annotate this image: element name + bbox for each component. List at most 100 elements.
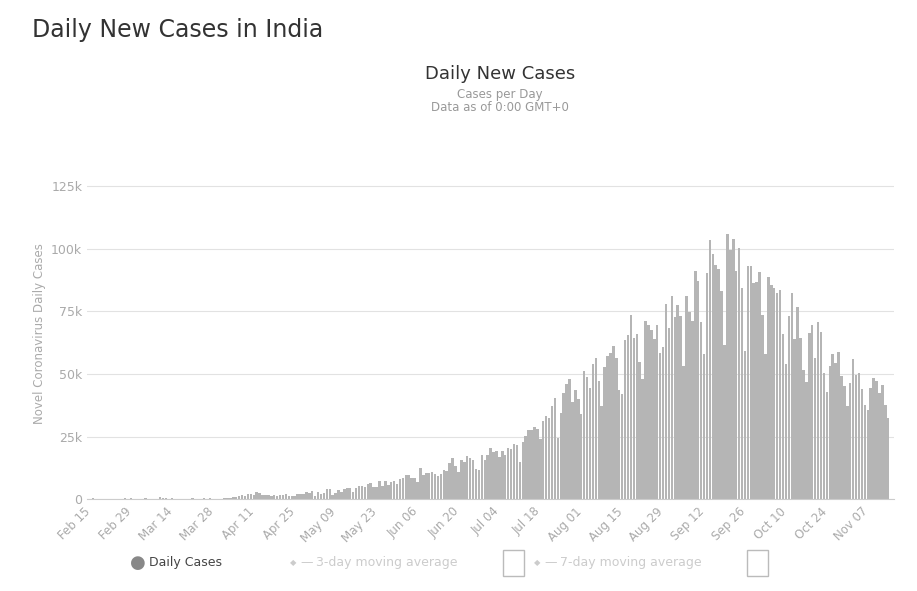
- Bar: [682, 366, 685, 499]
- Bar: [317, 492, 319, 499]
- Bar: [691, 321, 693, 499]
- Bar: [527, 430, 530, 499]
- Bar: [802, 370, 805, 499]
- Text: ◆: ◆: [534, 558, 541, 567]
- Bar: [273, 495, 275, 499]
- Bar: [876, 381, 878, 499]
- Bar: [852, 359, 855, 499]
- Bar: [291, 496, 293, 499]
- Bar: [261, 495, 264, 499]
- Bar: [613, 346, 614, 499]
- Bar: [515, 445, 518, 499]
- Text: 3-day moving average: 3-day moving average: [316, 556, 458, 569]
- Bar: [633, 337, 635, 499]
- Bar: [367, 483, 369, 499]
- Bar: [756, 282, 757, 499]
- Bar: [454, 466, 457, 499]
- Bar: [352, 492, 354, 499]
- Bar: [337, 490, 340, 499]
- Bar: [800, 337, 801, 499]
- Bar: [781, 334, 784, 499]
- Bar: [823, 373, 825, 499]
- Bar: [519, 462, 521, 499]
- Bar: [244, 496, 247, 499]
- Bar: [805, 382, 808, 499]
- Bar: [562, 393, 565, 499]
- Bar: [328, 489, 331, 499]
- Bar: [299, 493, 302, 499]
- Bar: [124, 498, 127, 499]
- Bar: [697, 281, 700, 499]
- Bar: [303, 494, 304, 499]
- Bar: [574, 390, 577, 499]
- Bar: [594, 358, 597, 499]
- Bar: [443, 470, 445, 499]
- Bar: [451, 459, 454, 499]
- Bar: [647, 324, 650, 499]
- Bar: [872, 378, 875, 499]
- Bar: [670, 296, 673, 499]
- Bar: [360, 486, 363, 499]
- Bar: [144, 498, 147, 499]
- Bar: [583, 371, 585, 499]
- Bar: [305, 492, 307, 499]
- Bar: [650, 330, 653, 499]
- Bar: [308, 493, 311, 499]
- Bar: [346, 488, 348, 499]
- Bar: [615, 358, 617, 499]
- Bar: [887, 418, 889, 499]
- Bar: [507, 448, 509, 499]
- Bar: [501, 451, 503, 499]
- Bar: [753, 283, 755, 499]
- Bar: [375, 487, 378, 499]
- Bar: [364, 487, 366, 499]
- Bar: [483, 460, 486, 499]
- Bar: [224, 498, 226, 499]
- Bar: [276, 496, 279, 499]
- Bar: [662, 347, 664, 499]
- Bar: [446, 472, 448, 499]
- Bar: [746, 266, 749, 499]
- Bar: [252, 495, 255, 499]
- Bar: [714, 265, 717, 499]
- Bar: [606, 356, 609, 499]
- Bar: [732, 239, 735, 499]
- Bar: [241, 495, 243, 499]
- Bar: [796, 307, 799, 499]
- Bar: [726, 233, 729, 499]
- Bar: [191, 498, 193, 499]
- Bar: [768, 277, 769, 499]
- Bar: [259, 493, 260, 499]
- Bar: [609, 353, 612, 499]
- Bar: [343, 489, 346, 499]
- Bar: [832, 353, 834, 499]
- Bar: [627, 335, 629, 499]
- Bar: [340, 492, 343, 499]
- Bar: [428, 473, 430, 499]
- Bar: [834, 363, 837, 499]
- Bar: [820, 332, 823, 499]
- Bar: [402, 478, 404, 499]
- Bar: [659, 353, 661, 499]
- Bar: [533, 427, 536, 499]
- Bar: [460, 460, 462, 499]
- Bar: [165, 498, 167, 499]
- Bar: [355, 488, 358, 499]
- Bar: [788, 316, 790, 499]
- Bar: [559, 413, 562, 499]
- Bar: [448, 463, 451, 499]
- Bar: [416, 482, 419, 499]
- Bar: [677, 305, 679, 499]
- Bar: [547, 418, 550, 499]
- Bar: [645, 321, 646, 499]
- Bar: [589, 388, 591, 499]
- Bar: [525, 436, 527, 499]
- Bar: [431, 472, 434, 499]
- Bar: [171, 498, 173, 499]
- Bar: [685, 296, 688, 499]
- Bar: [761, 314, 764, 499]
- Bar: [434, 475, 436, 499]
- Bar: [522, 443, 524, 499]
- Text: Daily New Cases: Daily New Cases: [425, 65, 575, 83]
- Text: 7-day moving average: 7-day moving average: [560, 556, 702, 569]
